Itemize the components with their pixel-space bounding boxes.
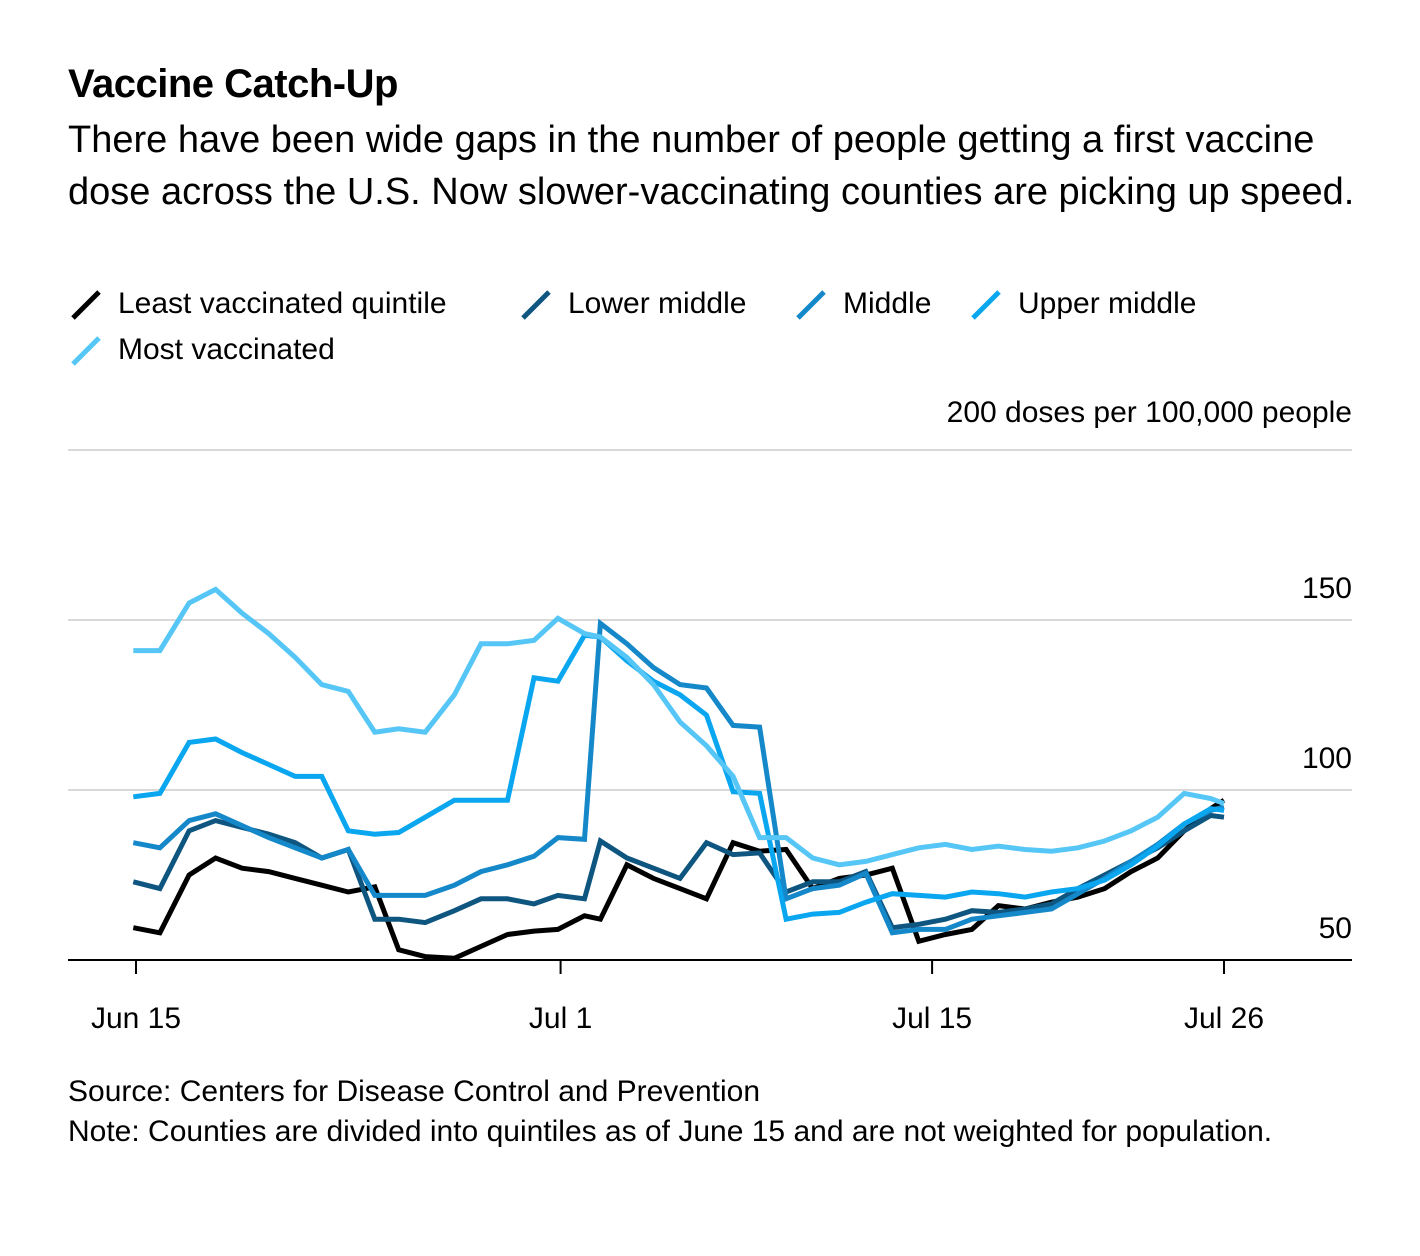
- x-tick-label: Jul 1: [529, 1002, 592, 1035]
- series-line-3: [132, 632, 1225, 923]
- population-note: Note: Counties are divided into quintile…: [68, 1115, 1273, 1148]
- legend-item-middle: Middle: [793, 282, 931, 326]
- line-chart: 50 100 150 Jun 15 Jul 1 Jul 15 Jul 26: [68, 449, 1352, 1035]
- legend-item-lower-middle: Lower middle: [518, 282, 746, 326]
- source-note: Source: Centers for Disease Control and …: [68, 1075, 761, 1108]
- legend-label: Most vaccinated: [118, 333, 335, 366]
- legend-item-most: Most vaccinated: [68, 328, 335, 372]
- series-line-4: [133, 586, 1225, 868]
- series-line-2: [132, 618, 1225, 936]
- chart-title: Vaccine Catch-Up: [68, 62, 398, 106]
- legend-swatch-icon: [521, 290, 551, 320]
- legend-label: Least vaccinated quintile: [118, 287, 447, 320]
- legend-item-least: Least vaccinated quintile: [68, 282, 447, 326]
- legend-label: Lower middle: [568, 287, 747, 320]
- chart-subtitle: There have been wide gaps in the number …: [68, 119, 1355, 213]
- y-tick-label: 50: [1319, 912, 1352, 945]
- legend-label: Middle: [843, 287, 932, 320]
- footer: Source: Centers for Disease Control and …: [68, 1072, 1368, 1152]
- legend-swatch-icon: [971, 290, 1001, 320]
- series-line-1: [132, 812, 1225, 931]
- y-tick-label: 150: [1302, 572, 1352, 605]
- legend-label: Upper middle: [1018, 287, 1197, 320]
- y-tick-label: 100: [1302, 742, 1352, 775]
- y-axis-unit-label: 200 doses per 100,000 people: [946, 396, 1352, 429]
- legend-swatch-icon: [71, 336, 101, 366]
- legend-item-upper-middle: Upper middle: [968, 282, 1196, 326]
- legend-swatch-icon: [71, 290, 101, 320]
- x-tick-label: Jul 26: [1184, 1002, 1264, 1035]
- x-tick-label: Jun 15: [91, 1002, 181, 1035]
- legend-swatch-icon: [796, 290, 826, 320]
- x-tick-label: Jul 15: [892, 1002, 972, 1035]
